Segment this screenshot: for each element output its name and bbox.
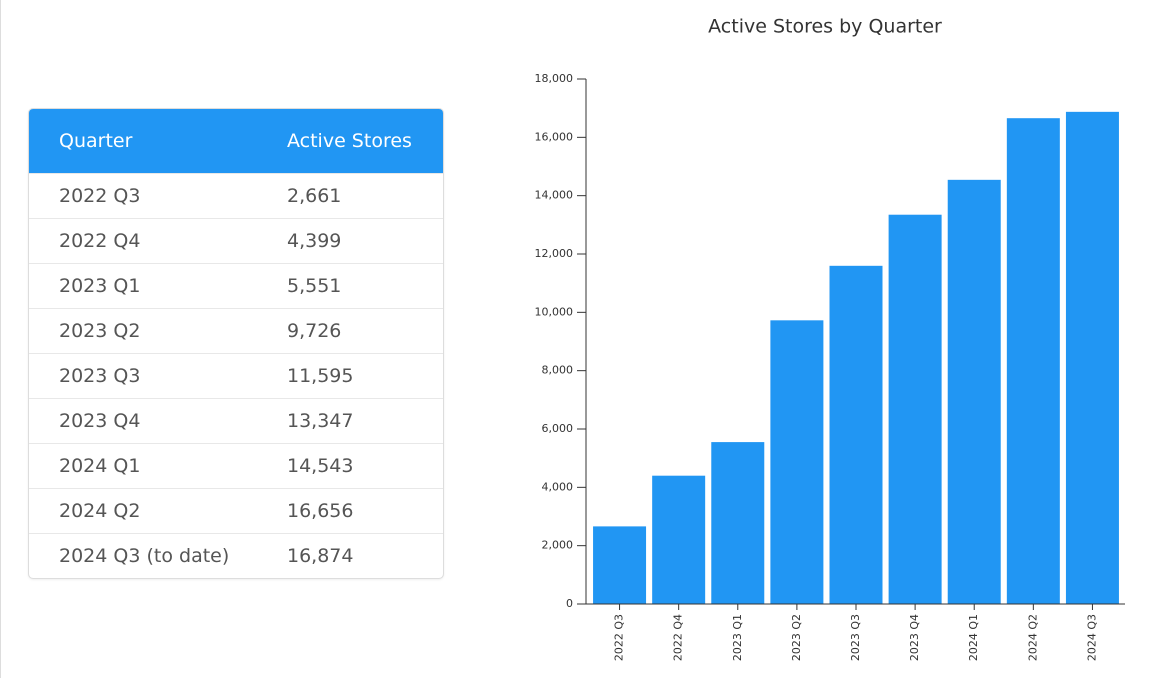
y-tick-label: 6,000	[542, 422, 574, 435]
table-row: 2024 Q1 14,543	[29, 443, 443, 489]
table-cell: 11,595	[257, 353, 443, 399]
table-cell: 13,347	[257, 398, 443, 444]
table-cell: 2023 Q4	[29, 398, 257, 444]
x-tick-label: 2024 Q2	[1026, 614, 1039, 661]
x-tick-label: 2023 Q3	[849, 614, 862, 661]
table-cell: 2023 Q2	[29, 308, 257, 354]
y-tick-label: 12,000	[535, 247, 574, 260]
header-row: Quarter Active Stores	[29, 109, 443, 174]
table-row: 2024 Q2 16,656	[29, 488, 443, 534]
x-tick-label: 2022 Q4	[672, 614, 685, 661]
table-cell: 16,874	[257, 533, 443, 578]
table-cell: 2022 Q3	[29, 173, 257, 219]
header-cell: Quarter	[29, 109, 257, 174]
table-row: 2023 Q3 11,595	[29, 353, 443, 399]
table-row: 2022 Q4 4,399	[29, 218, 443, 264]
bar	[888, 214, 942, 604]
x-tick-label: 2023 Q4	[908, 614, 921, 661]
table-cell: 2024 Q2	[29, 488, 257, 534]
table-row: 2023 Q4 13,347	[29, 398, 443, 444]
table-body: 2022 Q3 2,661 2022 Q4 4,399 2023 Q1 5,551 2023…	[29, 173, 443, 578]
table-cell: 14,543	[257, 443, 443, 489]
bar	[1065, 111, 1119, 604]
bar	[947, 179, 1001, 604]
table-row: 2022 Q3 2,661	[29, 173, 443, 219]
header-cell: Active Stores	[257, 109, 443, 174]
y-tick-label: 8,000	[542, 364, 574, 377]
y-tick-label: 16,000	[535, 130, 574, 143]
bar	[711, 442, 765, 604]
y-tick-label: 2,000	[542, 539, 574, 552]
table-row: 2023 Q1 5,551	[29, 263, 443, 309]
bar	[652, 475, 706, 604]
y-tick-label: 14,000	[535, 189, 574, 202]
y-tick-label: 4,000	[542, 480, 574, 493]
x-tick-label: 2023 Q1	[731, 614, 744, 661]
table-cell: 2024 Q3 (to date)	[29, 533, 257, 578]
table-row: 2023 Q2 9,726	[29, 308, 443, 354]
x-tick-label: 2024 Q1	[967, 614, 980, 661]
table-cell: 2022 Q4	[29, 218, 257, 264]
table-row: 2024 Q3 (to date) 16,874	[29, 533, 443, 578]
table-cell: 2023 Q3	[29, 353, 257, 399]
table-cell: 4,399	[257, 218, 443, 264]
table-cell: 2,661	[257, 173, 443, 219]
table-cell: 9,726	[257, 308, 443, 354]
chart-title: Active Stores by Quarter	[708, 16, 942, 38]
table-cell: 16,656	[257, 488, 443, 534]
table-cell: 2024 Q1	[29, 443, 257, 489]
bar	[770, 320, 824, 604]
y-tick-label: 18,000	[535, 72, 574, 85]
x-tick-label: 2022 Q3	[613, 614, 626, 661]
y-tick-label: 10,000	[535, 305, 574, 318]
bar	[1006, 118, 1060, 604]
x-tick-label: 2023 Q2	[790, 614, 803, 661]
bar	[593, 526, 647, 604]
table-cell: 2023 Q1	[29, 263, 257, 309]
table-cell: 5,551	[257, 263, 443, 309]
data-table: Quarter Active Stores 2022 Q3 2,661 2022 Q…	[29, 109, 443, 578]
x-tick-label: 2024 Q3	[1085, 614, 1098, 661]
y-tick-label: 0	[566, 597, 573, 610]
bar	[829, 265, 883, 604]
